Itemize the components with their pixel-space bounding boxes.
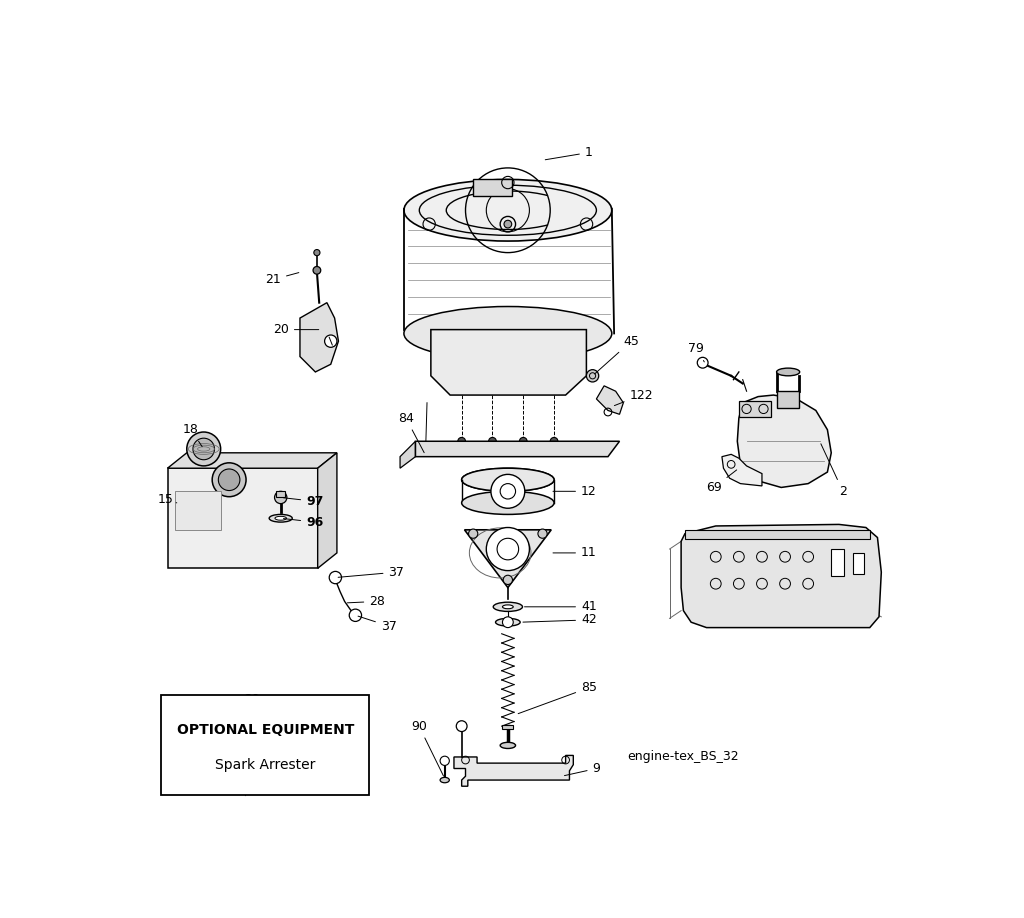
Text: engine-tex_BS_32: engine-tex_BS_32 bbox=[628, 750, 739, 764]
Circle shape bbox=[504, 220, 512, 228]
Polygon shape bbox=[465, 530, 551, 588]
Ellipse shape bbox=[403, 179, 611, 241]
Polygon shape bbox=[317, 453, 337, 568]
Text: 41: 41 bbox=[524, 600, 597, 613]
Text: 45: 45 bbox=[595, 335, 639, 374]
Ellipse shape bbox=[274, 516, 287, 521]
Text: 18: 18 bbox=[183, 423, 202, 447]
Circle shape bbox=[193, 438, 214, 460]
Text: 2: 2 bbox=[821, 443, 847, 498]
Polygon shape bbox=[168, 453, 337, 468]
Bar bbox=[473, 179, 512, 196]
Text: 37: 37 bbox=[338, 565, 404, 578]
Text: 37: 37 bbox=[358, 616, 396, 633]
Polygon shape bbox=[596, 386, 624, 414]
Text: 85: 85 bbox=[518, 681, 597, 713]
Bar bbox=[175, 491, 221, 530]
Text: 122: 122 bbox=[614, 388, 653, 406]
Bar bbox=[685, 530, 869, 539]
Polygon shape bbox=[722, 454, 762, 486]
Circle shape bbox=[330, 571, 342, 584]
Text: 21: 21 bbox=[265, 273, 299, 286]
Circle shape bbox=[490, 475, 525, 509]
Text: 11: 11 bbox=[553, 546, 597, 559]
Text: 28: 28 bbox=[347, 595, 385, 608]
Bar bbox=[853, 553, 863, 575]
Text: 90: 90 bbox=[411, 720, 443, 776]
Ellipse shape bbox=[462, 468, 554, 491]
Polygon shape bbox=[681, 524, 882, 628]
Polygon shape bbox=[737, 395, 831, 487]
Circle shape bbox=[697, 357, 708, 368]
Text: 96: 96 bbox=[284, 516, 324, 529]
Circle shape bbox=[486, 528, 529, 571]
Text: 69: 69 bbox=[707, 470, 736, 494]
Ellipse shape bbox=[440, 778, 450, 783]
Ellipse shape bbox=[776, 368, 800, 375]
Ellipse shape bbox=[494, 602, 522, 611]
Polygon shape bbox=[300, 303, 339, 372]
Circle shape bbox=[313, 266, 321, 274]
Circle shape bbox=[186, 432, 220, 466]
Circle shape bbox=[587, 370, 599, 382]
Ellipse shape bbox=[462, 468, 554, 491]
Bar bbox=[276, 491, 286, 498]
Circle shape bbox=[458, 437, 466, 445]
Text: 12: 12 bbox=[553, 485, 597, 498]
Circle shape bbox=[218, 469, 240, 490]
Text: 84: 84 bbox=[398, 411, 424, 453]
Text: 20: 20 bbox=[273, 323, 318, 336]
Text: 42: 42 bbox=[523, 613, 597, 626]
Circle shape bbox=[274, 491, 287, 504]
Bar bbox=[777, 391, 799, 409]
Bar bbox=[831, 549, 844, 576]
Circle shape bbox=[313, 250, 319, 256]
Circle shape bbox=[440, 756, 450, 766]
Circle shape bbox=[503, 576, 512, 585]
Text: OPTIONAL EQUIPMENT: OPTIONAL EQUIPMENT bbox=[176, 723, 354, 737]
Text: 97: 97 bbox=[284, 495, 324, 508]
Circle shape bbox=[488, 437, 497, 445]
Text: Spark Arrester: Spark Arrester bbox=[215, 757, 315, 772]
Circle shape bbox=[212, 463, 246, 497]
Text: 29: 29 bbox=[245, 693, 260, 711]
Text: 1: 1 bbox=[545, 146, 593, 160]
Ellipse shape bbox=[496, 619, 520, 626]
Ellipse shape bbox=[269, 514, 292, 522]
Ellipse shape bbox=[462, 491, 554, 514]
Polygon shape bbox=[400, 442, 416, 468]
Text: 15: 15 bbox=[158, 493, 177, 506]
Bar bbox=[739, 401, 771, 417]
Polygon shape bbox=[416, 442, 620, 456]
Bar bbox=[162, 695, 370, 796]
Bar bbox=[168, 468, 317, 568]
Text: 79: 79 bbox=[688, 342, 705, 362]
Circle shape bbox=[503, 617, 513, 628]
Circle shape bbox=[325, 335, 337, 347]
Ellipse shape bbox=[500, 743, 515, 748]
Ellipse shape bbox=[403, 307, 611, 361]
Ellipse shape bbox=[503, 605, 513, 609]
Circle shape bbox=[469, 529, 478, 538]
Circle shape bbox=[550, 437, 558, 445]
Circle shape bbox=[538, 529, 547, 538]
Polygon shape bbox=[431, 330, 587, 395]
Circle shape bbox=[349, 610, 361, 621]
Bar bbox=[503, 724, 513, 729]
Text: 9: 9 bbox=[564, 762, 600, 776]
Circle shape bbox=[457, 721, 467, 732]
Circle shape bbox=[519, 437, 527, 445]
Polygon shape bbox=[454, 756, 573, 786]
